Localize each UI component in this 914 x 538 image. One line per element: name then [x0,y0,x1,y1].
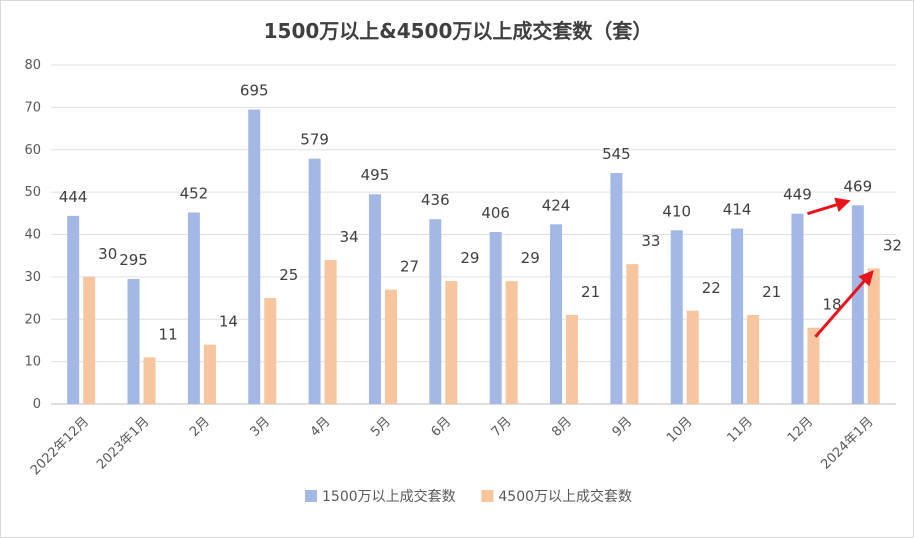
data-label: 436 [421,191,450,209]
x-tick-label: 12月 [785,414,816,445]
x-tick-label: 10月 [664,414,695,445]
x-tick-label: 4月 [308,414,334,440]
x-tick-label: 3月 [247,414,273,440]
y-axis-ticks: 0 10 20 30 40 50 60 70 80 [24,58,41,412]
bar [67,215,80,404]
bar [203,344,216,404]
bar [143,357,156,404]
data-label: 29 [521,249,540,267]
bar [308,158,321,404]
bar [867,268,880,404]
data-label: 25 [279,266,298,284]
legend-swatch [481,490,494,502]
x-tick-label: 5月 [368,414,394,440]
y-tick-label: 10 [24,355,41,370]
bar [505,281,518,404]
bar [445,281,458,404]
legend: 1500万以上成交套数 4500万以上成交套数 [305,488,632,505]
x-tick-label: 8月 [549,414,575,440]
bar [626,264,639,404]
bar [127,278,140,404]
data-label: 14 [219,313,238,331]
data-label: 414 [723,201,752,219]
y-tick-label: 30 [24,270,41,285]
data-label: 410 [662,202,691,220]
bar [248,109,261,405]
bar [747,315,760,404]
data-label: 406 [481,204,510,222]
x-tick-label: 11月 [724,414,755,445]
y-tick-label: 80 [24,58,41,73]
y-tick-label: 40 [24,228,41,243]
legend-label: 4500万以上成交套数 [498,488,632,505]
legend-swatch [305,490,317,502]
bar [686,310,699,404]
data-label: 21 [762,283,781,301]
y-tick-label: 60 [24,143,41,158]
bar [670,230,683,404]
data-label: 29 [460,249,479,267]
data-label: 34 [340,228,359,246]
red-arrow-annotation [814,270,874,338]
x-tick-label: 2023年1月 [94,414,152,472]
data-label: 469 [844,177,873,195]
x-tick-label: 6月 [428,414,454,440]
data-label: 579 [300,131,329,149]
x-tick-label: 2月 [187,414,213,440]
data-label: 545 [602,145,631,163]
x-axis-ticks: 2022年12月 2023年1月 2月 3月 4月 5月 6月 7月 8月 9月 10月 11月 12月… [28,414,877,478]
bar [566,315,579,404]
bar [731,228,744,404]
data-label: 452 [180,184,209,202]
x-tick-label: 7月 [489,414,515,440]
x-tick-label: 9月 [610,414,636,440]
data-label: 295 [119,251,148,269]
data-label: 21 [581,283,600,301]
y-tick-label: 70 [24,100,41,115]
data-label: 18 [822,296,841,314]
data-label: 32 [883,236,902,254]
bar [791,213,804,404]
y-tick-label: 50 [24,185,41,200]
y-tick-label: 0 [33,397,41,412]
chart-title: 1500万以上&4500万以上成交套数（套） [263,19,653,43]
data-label: 495 [361,166,390,184]
data-labels: 444 30 295 11 452 14 695 25 579 34 495 27 436 29 406 29… [59,81,902,343]
data-label: 695 [240,81,269,99]
x-tick-label: 2022年12月 [28,414,92,478]
bar [264,298,277,404]
x-tick-label: 2024年1月 [818,414,876,472]
bar [550,224,563,404]
data-label: 11 [159,325,178,343]
data-label: 30 [98,245,117,263]
data-label: 33 [641,232,660,250]
data-label: 449 [783,186,812,204]
data-label: 27 [400,258,419,276]
bar [429,219,442,404]
bar [187,212,200,404]
gridlines [51,64,896,405]
bar [807,327,820,404]
bar [368,194,381,404]
bar [610,173,623,404]
bar [489,231,502,404]
bar [83,276,96,404]
bar [384,289,397,404]
bars [67,109,880,405]
y-tick-label: 20 [24,312,41,327]
bar [851,205,864,404]
data-label: 22 [702,279,721,297]
red-arrow-annotation [807,197,851,216]
legend-label: 1500万以上成交套数 [322,488,456,505]
data-label: 444 [59,188,88,206]
bar [324,259,337,404]
data-label: 424 [542,196,571,214]
annotations [807,197,874,338]
